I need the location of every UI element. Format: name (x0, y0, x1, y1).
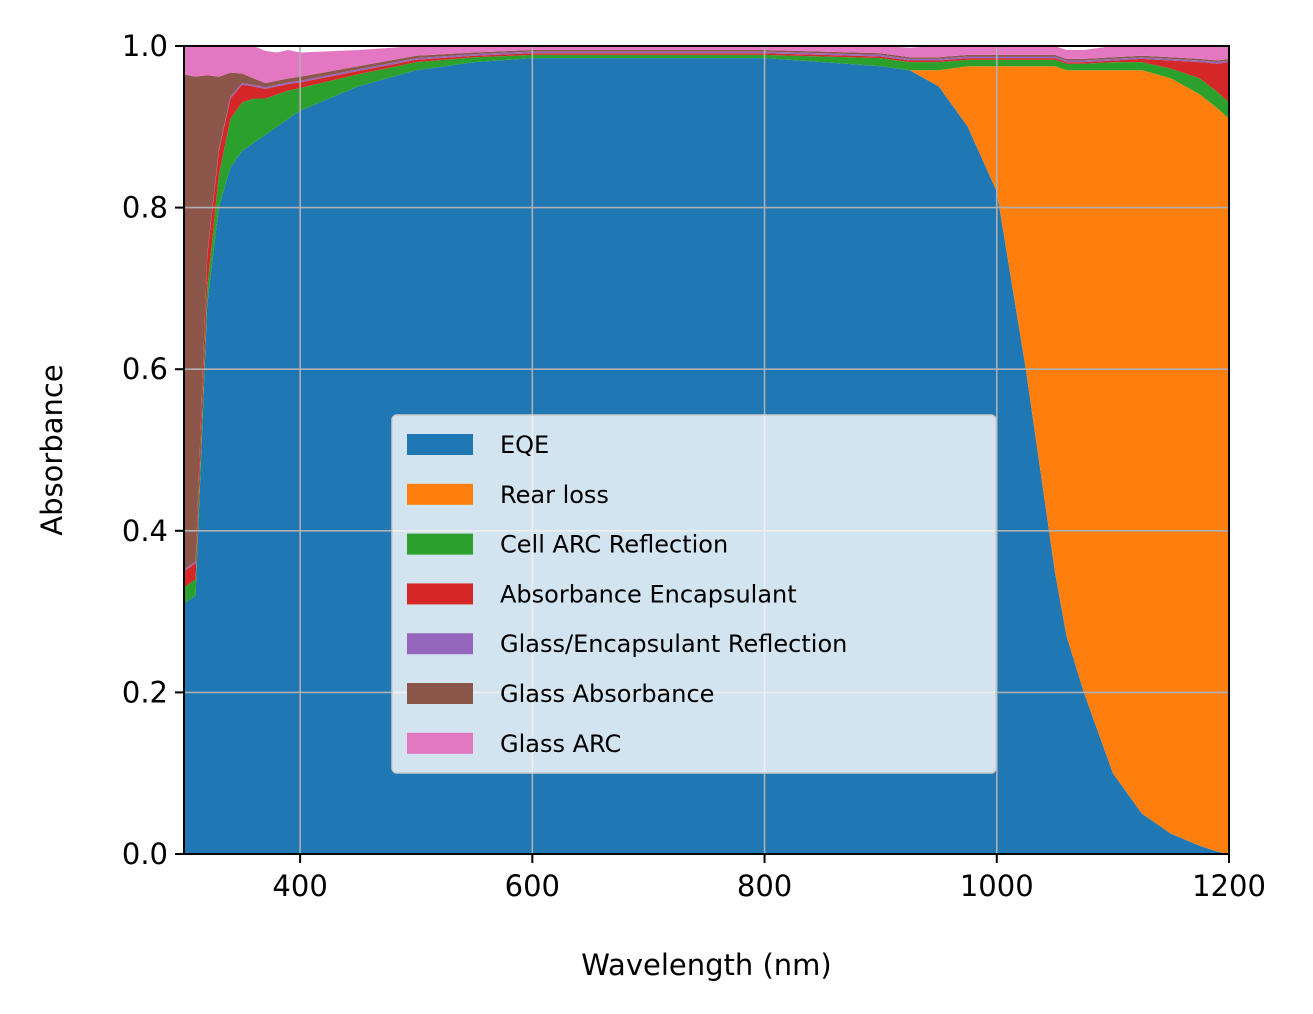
y-tick-label: 0.4 (122, 514, 168, 548)
y-tick-label: 0.0 (122, 837, 168, 871)
x-tick-label: 600 (505, 869, 560, 903)
x-tick-label: 1200 (1192, 869, 1266, 903)
legend-swatch-glass-encapsulant-reflection (407, 633, 473, 655)
legend-swatch-rear-loss (407, 483, 473, 505)
y-tick-label: 0.8 (122, 191, 168, 225)
area-glass-arc (184, 46, 1229, 84)
legend-swatch-absorbance-encapsulant (407, 583, 473, 605)
legend-label-absorbance-encapsulant: Absorbance Encapsulant (500, 580, 797, 608)
area-rear-loss (184, 58, 1229, 855)
legend-label-glass-absorbance: Glass Absorbance (500, 680, 714, 708)
x-tick-label: 800 (737, 869, 792, 903)
ticks-layer: 400 600 800 1000 1200 0.0 0.2 0.4 0.6 0.8 1.0 (122, 29, 1266, 903)
legend-label-rear-loss: Rear loss (500, 481, 609, 509)
y-tick-label: 0.6 (122, 352, 168, 386)
x-tick-label: 1000 (960, 869, 1034, 903)
x-axis-title: Wavelength (nm) (581, 948, 832, 982)
legend-swatch-cell-arc-reflection (407, 533, 473, 555)
legend-label-cell-arc-reflection: Cell ARC Reflection (500, 531, 728, 559)
legend-swatch-glass-arc (407, 732, 473, 754)
legend-label-glass-arc: Glass ARC (500, 730, 621, 758)
y-tick-label: 1.0 (122, 29, 168, 63)
plot-frame (183, 45, 1230, 855)
y-axis-title: Absorbance (35, 364, 69, 535)
y-tick-label: 0.2 (122, 675, 168, 709)
x-tick-label: 400 (272, 869, 327, 903)
area-cell-arc-reflection (184, 54, 1229, 604)
legend-label-eqe: EQE (500, 431, 549, 459)
legend-swatch-glass-absorbance (407, 683, 473, 704)
legend: EQE Rear loss Cell ARC Reflection Absorbanc… (391, 414, 997, 774)
legend-swatch-eqe (407, 434, 473, 455)
legend-box (391, 414, 997, 774)
legend-label-glass-encapsulant-reflection: Glass/Encapsulant Reflection (500, 630, 847, 658)
